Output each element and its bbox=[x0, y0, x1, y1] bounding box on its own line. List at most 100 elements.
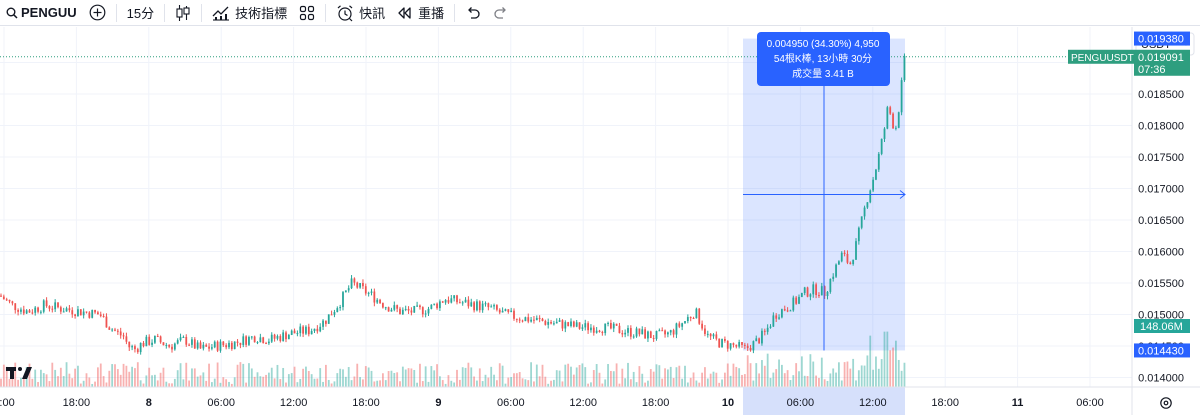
settings-gear-icon[interactable] bbox=[1160, 397, 1172, 409]
volume-bar bbox=[139, 380, 142, 387]
volume-bar bbox=[387, 371, 390, 387]
symbol-search[interactable]: PENGUU bbox=[0, 0, 83, 26]
volume-bar bbox=[165, 381, 168, 387]
volume-bar bbox=[253, 376, 256, 387]
chart-type-button[interactable] bbox=[169, 0, 197, 26]
volume-bar bbox=[715, 372, 718, 387]
volume-bar bbox=[875, 356, 877, 387]
time-tick-label: 2:00 bbox=[0, 397, 15, 409]
candle-body bbox=[319, 326, 322, 332]
redo-button[interactable] bbox=[487, 0, 515, 26]
volume-bar bbox=[629, 379, 632, 387]
volume-bar bbox=[903, 362, 906, 387]
undo-button[interactable] bbox=[459, 0, 487, 26]
alert-button[interactable]: 快訊 bbox=[330, 0, 391, 26]
volume-bar bbox=[741, 374, 743, 387]
candle-body bbox=[299, 326, 302, 334]
volume-bar bbox=[265, 374, 267, 387]
candle-body bbox=[322, 320, 324, 327]
volume-bar bbox=[570, 366, 572, 387]
volume-bar bbox=[724, 372, 726, 387]
candle-body bbox=[199, 342, 202, 349]
volume-bar bbox=[712, 371, 715, 387]
candle-body bbox=[42, 300, 45, 312]
toolbar-divider bbox=[164, 3, 166, 22]
candle-body bbox=[855, 241, 857, 260]
volume-bar bbox=[91, 383, 94, 387]
volume-bar bbox=[116, 369, 119, 387]
volume-bar bbox=[803, 375, 806, 387]
candle-body bbox=[94, 310, 96, 313]
volume-bar bbox=[567, 363, 570, 387]
gear-center bbox=[1163, 400, 1169, 406]
volume-bar bbox=[615, 363, 618, 387]
volume-bar bbox=[883, 331, 886, 387]
candle-body bbox=[370, 291, 373, 293]
volume-bar bbox=[439, 376, 441, 387]
candlestick-series bbox=[0, 53, 906, 355]
candle-body bbox=[151, 342, 153, 345]
volume-bar bbox=[367, 367, 370, 387]
candle-body bbox=[718, 338, 721, 348]
candle-body bbox=[649, 331, 652, 339]
volume-bar bbox=[555, 370, 558, 387]
volume-bar bbox=[427, 381, 430, 387]
volume-bar bbox=[889, 350, 892, 387]
volume-bar bbox=[681, 378, 684, 387]
toolbar-divider bbox=[454, 3, 456, 22]
compare-symbol-button[interactable] bbox=[83, 0, 112, 26]
price-tick-label: 0.016500 bbox=[1138, 215, 1184, 227]
candle-body bbox=[461, 302, 464, 304]
volume-bar bbox=[846, 361, 849, 387]
candle-body bbox=[530, 319, 532, 322]
volume-bar bbox=[818, 377, 820, 387]
volume-bar bbox=[866, 355, 869, 387]
toolbar-divider bbox=[325, 3, 327, 22]
candle-body bbox=[424, 313, 427, 315]
interval-button[interactable]: 15分 bbox=[121, 0, 160, 26]
volume-bar bbox=[71, 378, 74, 387]
candle-body bbox=[139, 342, 142, 353]
volume-bar bbox=[678, 365, 681, 387]
price-chart[interactable]: 0.004950 (34.30%) 4,950 54根K棒, 13小時 30分成交… bbox=[0, 27, 1200, 415]
candle-body bbox=[701, 323, 703, 329]
volume-bar bbox=[373, 381, 376, 387]
candle-body bbox=[615, 323, 618, 326]
candle-body bbox=[661, 330, 664, 332]
volume-bar bbox=[675, 367, 678, 387]
volume-bar bbox=[225, 379, 228, 387]
volume-bar bbox=[102, 376, 105, 387]
candle-body bbox=[695, 308, 698, 319]
volume-bar bbox=[62, 376, 65, 387]
candle-body bbox=[453, 295, 456, 299]
candle-body bbox=[729, 343, 732, 349]
volume-bar bbox=[199, 375, 202, 387]
volume-bar bbox=[336, 373, 339, 387]
candle-body bbox=[763, 330, 766, 332]
volume-bar bbox=[416, 382, 418, 387]
volume-bar bbox=[535, 364, 538, 387]
templates-button[interactable] bbox=[293, 0, 321, 26]
candle-body bbox=[778, 317, 780, 319]
candle-body bbox=[897, 112, 900, 128]
volume-bar bbox=[587, 383, 589, 387]
volume-bar bbox=[709, 373, 712, 387]
volume-bar bbox=[775, 369, 778, 387]
candle-body bbox=[202, 344, 205, 349]
candle-body bbox=[490, 306, 493, 308]
candle-body bbox=[570, 321, 572, 327]
candle-body bbox=[387, 307, 390, 312]
candle-body bbox=[325, 320, 327, 324]
time-axis[interactable]: 2:00 18:00 8 06:00 12:00 18:00 9 06:00 12:00 18:0… bbox=[0, 386, 1200, 415]
candle-body bbox=[667, 332, 669, 335]
replay-button[interactable]: 重播 bbox=[391, 0, 450, 26]
volume-bar bbox=[809, 354, 812, 387]
indicators-button[interactable]: 技術指標 bbox=[206, 0, 293, 26]
volume-bar bbox=[726, 363, 729, 387]
candle-body bbox=[533, 319, 535, 321]
candle-body bbox=[114, 329, 116, 331]
time-tick-label: 18:00 bbox=[642, 397, 670, 409]
range-high-badge bbox=[1134, 31, 1190, 46]
candle-body bbox=[578, 322, 581, 329]
candle-body bbox=[353, 278, 356, 283]
